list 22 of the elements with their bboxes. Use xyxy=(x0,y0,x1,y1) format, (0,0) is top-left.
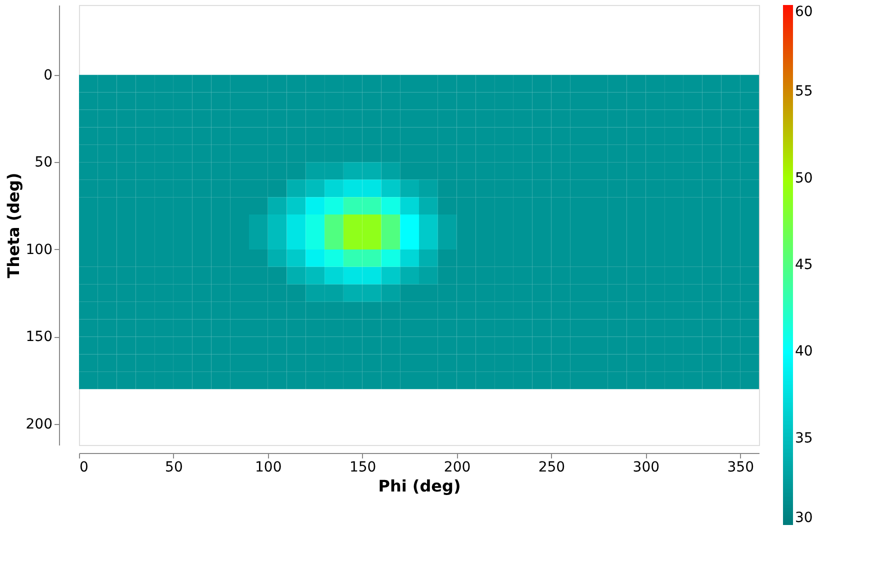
x-tick-label: 200 xyxy=(444,460,471,476)
y-tick-label: 0 xyxy=(44,67,52,84)
x-axis-title: Phi (deg) xyxy=(378,476,461,496)
color-bar-label: 45 xyxy=(795,257,813,273)
color-bar-label: 60 xyxy=(795,4,813,20)
x-tick-label: 100 xyxy=(255,460,282,476)
color-bar-label: 30 xyxy=(795,510,813,526)
y-tick-label: 100 xyxy=(26,242,52,258)
color-bar-label: 50 xyxy=(795,170,813,186)
x-tick-label: 350 xyxy=(727,460,754,476)
color-bar-label: 55 xyxy=(795,84,813,100)
x-tick-label: 0 xyxy=(80,460,88,476)
x-tick-label: 50 xyxy=(165,460,183,476)
x-tick-label: 150 xyxy=(349,460,376,476)
color-bar-label: 40 xyxy=(795,344,813,360)
x-tick-label: 300 xyxy=(632,460,660,476)
y-tick-label: 50 xyxy=(34,154,52,171)
y-tick-label: 200 xyxy=(26,416,52,433)
y-axis-title: Theta (deg) xyxy=(4,172,23,278)
y-tick-label: 150 xyxy=(26,329,52,346)
color-bar-label: 35 xyxy=(795,430,813,446)
x-tick-label: 250 xyxy=(538,460,566,476)
